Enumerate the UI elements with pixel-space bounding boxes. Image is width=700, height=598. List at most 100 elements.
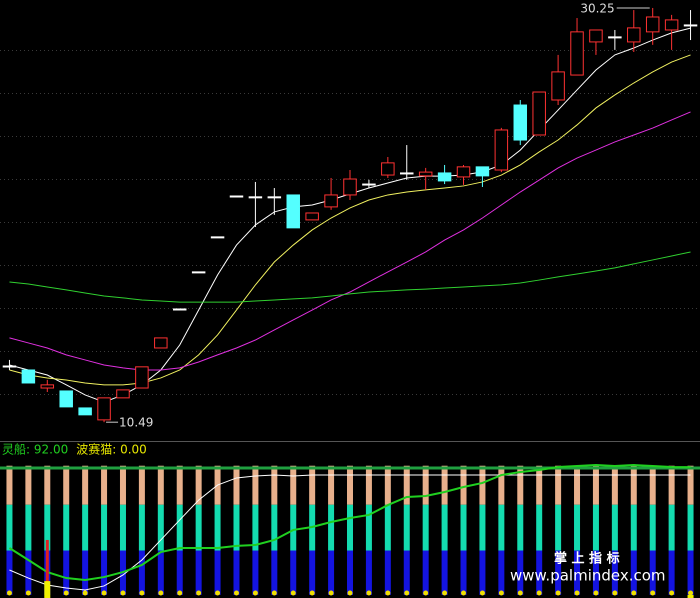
indicator-bar xyxy=(460,550,467,595)
indicator-bar xyxy=(630,504,637,551)
indicator-readout: 灵船: 92.00 xyxy=(2,443,68,457)
indicator-bar xyxy=(611,465,618,505)
indicator-bar xyxy=(536,465,543,505)
indicator-bar xyxy=(63,550,70,595)
indicator-bar xyxy=(687,550,694,595)
indicator-bar xyxy=(214,550,221,595)
candle-body xyxy=(305,212,319,221)
indicator-bar xyxy=(233,550,240,595)
candle-body xyxy=(589,29,603,43)
candle-body xyxy=(570,31,584,76)
bar-dot xyxy=(82,590,88,596)
indicator-bar xyxy=(498,550,505,595)
candle-body xyxy=(456,166,471,178)
indicator-bar xyxy=(403,465,410,505)
bar-dot xyxy=(158,590,164,596)
indicator-bar xyxy=(687,504,694,551)
indicator-bar xyxy=(195,465,202,505)
indicator-bar xyxy=(101,465,108,505)
candle-body xyxy=(21,369,36,384)
indicator-bar xyxy=(138,504,145,551)
candle-body xyxy=(437,172,452,182)
indicator-bar xyxy=(347,504,353,551)
candle-body xyxy=(513,104,528,141)
candle-body xyxy=(343,178,357,196)
bar-dot xyxy=(328,590,334,596)
bar-dot xyxy=(271,590,277,596)
indicator-readout: 波赛猫: 0.00 xyxy=(76,442,147,457)
indicator-bar xyxy=(214,504,221,551)
indicator-bar xyxy=(460,504,467,551)
candle-body xyxy=(172,308,187,311)
indicator-bar xyxy=(157,465,164,505)
indicator-bar xyxy=(517,465,524,505)
indicator-bar xyxy=(252,550,259,595)
candle-body xyxy=(210,236,225,239)
indicator-bar xyxy=(441,465,448,505)
candle-body xyxy=(551,71,565,101)
indicator-bar xyxy=(517,550,524,595)
bar-dot xyxy=(196,590,202,596)
candle-body xyxy=(645,16,660,33)
indicator-bar xyxy=(611,550,618,595)
indicator-bar xyxy=(441,504,448,551)
bar-dot xyxy=(536,590,542,596)
candle-body xyxy=(286,194,300,229)
indicator-bar xyxy=(271,550,278,595)
indicator-bar xyxy=(574,550,581,595)
indicator-bar xyxy=(101,504,108,551)
bar-dot xyxy=(139,590,145,596)
indicator-bar xyxy=(479,550,486,595)
indicator-bar xyxy=(384,465,391,505)
bar-dot xyxy=(252,590,258,596)
indicator-bar xyxy=(157,504,164,551)
bar-dot xyxy=(385,590,391,596)
indicator-bar xyxy=(252,504,259,551)
candle-body xyxy=(191,271,206,274)
indicator-bar xyxy=(347,550,353,595)
bar-dot xyxy=(423,590,429,596)
bar-dot xyxy=(290,590,296,596)
indicator-bar xyxy=(176,504,183,551)
bar-dot xyxy=(347,590,353,596)
indicator-bar xyxy=(138,465,145,505)
indicator-bar xyxy=(498,504,505,551)
candle-body xyxy=(116,389,130,399)
indicator-bar xyxy=(101,550,108,595)
indicator-bar xyxy=(25,465,32,505)
bar-dot xyxy=(309,590,315,596)
candle-body xyxy=(683,24,698,27)
candle-body xyxy=(381,162,395,176)
bar-dot xyxy=(631,590,637,596)
indicator-bar xyxy=(252,465,259,505)
indicator-bar xyxy=(384,550,391,595)
indicator-bar xyxy=(44,504,51,551)
signal-bar xyxy=(45,539,49,598)
signal-bar xyxy=(44,581,51,598)
candle-body xyxy=(135,366,149,389)
indicator-bar xyxy=(668,504,675,551)
bar-dot xyxy=(612,590,618,596)
candle-body xyxy=(494,129,509,171)
bar-dot xyxy=(177,590,183,596)
bar-dot xyxy=(63,590,69,596)
indicator-bar xyxy=(592,504,599,551)
indicator-bar xyxy=(422,550,429,595)
candle-body xyxy=(229,195,244,198)
candle-body xyxy=(664,19,679,31)
indicator-bar xyxy=(309,465,316,505)
watermark-title: 掌 上 指 标 xyxy=(554,551,620,567)
indicator-bar xyxy=(479,504,486,551)
indicator-bar xyxy=(649,465,656,505)
indicator-bar xyxy=(119,465,126,505)
indicator-bar xyxy=(25,504,32,551)
indicator-bar xyxy=(403,550,410,595)
indicator-bar xyxy=(574,465,581,505)
bar-dot xyxy=(215,590,221,596)
indicator-bar xyxy=(195,550,202,595)
candle-body xyxy=(267,196,282,199)
ma-line xyxy=(9,54,691,386)
indicator-bar xyxy=(328,465,335,505)
indicator-bar xyxy=(365,504,372,551)
ma-line xyxy=(9,251,691,303)
